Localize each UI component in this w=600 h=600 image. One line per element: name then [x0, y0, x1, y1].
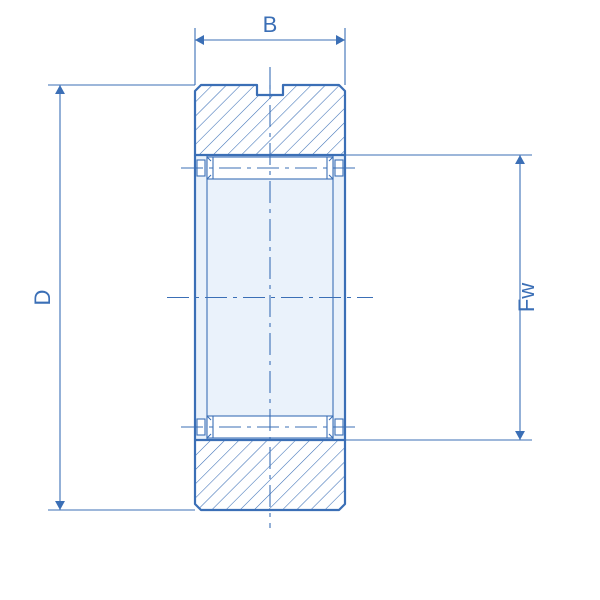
dim-label-B: B	[263, 12, 278, 37]
dim-label-D: D	[30, 290, 55, 306]
bearing-cross-section: B D Fw	[0, 0, 600, 600]
dim-label-Fw: Fw	[514, 283, 539, 312]
